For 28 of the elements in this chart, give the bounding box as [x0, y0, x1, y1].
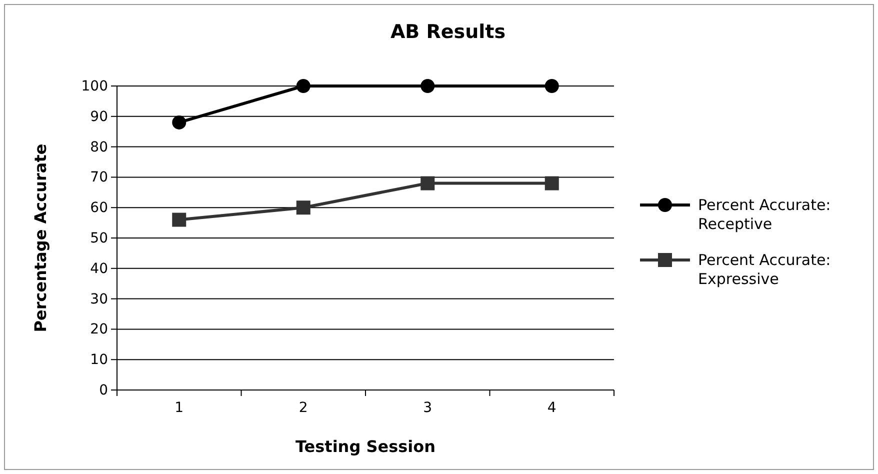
chart-title: AB Results	[390, 21, 506, 43]
legend-label: Percent Accurate: Expressive	[698, 251, 831, 288]
y-axis-title: Percentage Accurate	[31, 144, 50, 332]
y-tick-label: 100	[81, 78, 108, 94]
y-tick-label: 0	[99, 382, 108, 398]
y-tick-label: 40	[90, 260, 108, 277]
y-tick-label: 60	[90, 200, 108, 216]
point	[420, 176, 435, 190]
point	[544, 176, 559, 190]
point	[172, 115, 186, 130]
x-axis-title: Testing Session	[296, 437, 436, 456]
point	[296, 79, 310, 93]
x-tick-label: 3	[423, 400, 432, 416]
legend-label: Percent Accurate: Receptive	[698, 196, 831, 233]
x-tick-label: 1	[174, 400, 184, 416]
y-tick-label: 90	[90, 108, 108, 125]
y-tick-label: 30	[90, 291, 108, 308]
point	[172, 212, 186, 227]
x-tick-label: 2	[298, 400, 308, 416]
y-tick-label: 70	[90, 170, 108, 186]
y-tick-label: 20	[90, 322, 108, 338]
y-tick-label: 50	[90, 230, 108, 246]
point	[544, 79, 559, 93]
point	[296, 200, 310, 215]
x-tick-label: 4	[547, 400, 556, 416]
y-tick-label: 80	[90, 139, 108, 156]
point	[420, 79, 435, 93]
y-tick-label: 10	[90, 352, 108, 368]
